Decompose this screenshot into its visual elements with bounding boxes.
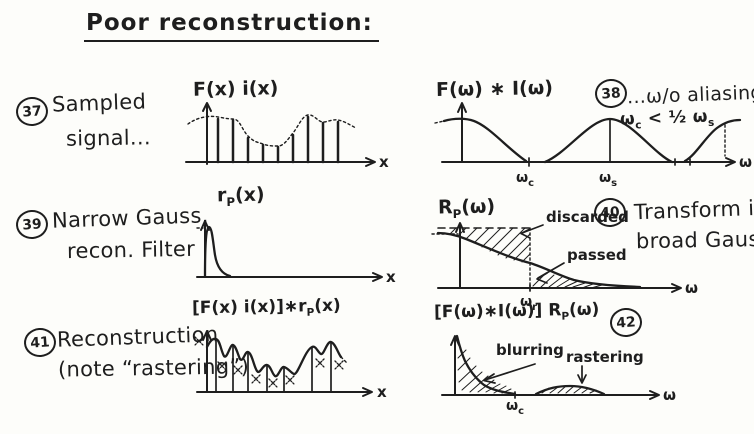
figure-number-39: 39 bbox=[15, 208, 49, 241]
x-axis-label: x bbox=[386, 268, 396, 286]
omega-axis-label: ω bbox=[739, 153, 752, 171]
gauss-overlap-x-marks bbox=[194, 336, 344, 388]
spectrum-replicas-plot: ω ωc ωs bbox=[434, 102, 752, 189]
rastering-annotation: rastering bbox=[566, 348, 644, 366]
discarded-arrowhead bbox=[520, 228, 531, 239]
omega-axis-label: ω bbox=[685, 279, 698, 297]
figure-number-41: 41 bbox=[23, 326, 57, 359]
rastering-arrowhead bbox=[577, 374, 587, 384]
omega-axis-arrowhead bbox=[649, 390, 660, 400]
baseband-lobe-dotted-lead bbox=[434, 120, 445, 124]
curve-dotted-tail bbox=[340, 356, 348, 364]
narrow-filter-plot: x bbox=[196, 220, 396, 286]
x-axis-arrowhead bbox=[362, 387, 373, 397]
broad-gauss-plot: ω ωr discarded passed bbox=[431, 208, 698, 313]
discarded-annotation: discarded bbox=[546, 208, 629, 226]
passed-arrowhead bbox=[536, 272, 548, 284]
omega-c-tick-label: ωc bbox=[516, 170, 534, 189]
rastered-envelope-curve bbox=[205, 337, 343, 378]
rastering-bump-curve bbox=[534, 384, 606, 396]
broad-gauss-curve bbox=[436, 231, 642, 289]
sample-impulses bbox=[216, 115, 340, 164]
sampled-signal-plot: x bbox=[185, 102, 389, 171]
figure-number-37: 37 bbox=[15, 95, 49, 128]
passed-annotation: passed bbox=[567, 246, 627, 264]
discarded-hatch bbox=[449, 227, 531, 263]
impulse-lines bbox=[215, 339, 332, 393]
page-title: Poor reconstruction: bbox=[84, 10, 379, 42]
y-axis-arrowhead bbox=[202, 330, 212, 341]
blurring-arrowhead bbox=[483, 373, 496, 384]
blurred-lobe-curve bbox=[455, 334, 517, 396]
filtered-spectrum-plot: ω ωc blurring rastering bbox=[441, 334, 676, 417]
x-axis-label: x bbox=[377, 383, 387, 401]
y-axis-arrowhead bbox=[457, 102, 467, 113]
omega-axis-label: ω bbox=[663, 386, 676, 404]
blurring-arrow bbox=[484, 363, 536, 381]
plot-label-reconstructed-signal: [F(x) i(x)]∗rP(x) bbox=[191, 295, 341, 319]
narrow-spike-curve bbox=[203, 225, 232, 278]
blurring-annotation: blurring bbox=[496, 341, 564, 359]
omega-c-tick-label: ωc bbox=[506, 398, 524, 417]
caption-narrow-gauss: Narrow Gauss. bbox=[51, 203, 209, 233]
plot-label-filtered-spectrum: [F(ω)∗I(ω)] RP(ω) bbox=[433, 299, 600, 323]
caption-recon-filter: recon. Filter bbox=[66, 236, 196, 264]
replica-lobe-curve bbox=[543, 117, 674, 164]
x-axis-arrowhead bbox=[365, 157, 376, 167]
x-axis-arrowhead bbox=[372, 272, 383, 282]
omega-r-tick-label: ωr bbox=[520, 294, 537, 313]
caption-sampled: Sampled bbox=[51, 89, 147, 117]
signal-envelope-curve bbox=[187, 114, 357, 147]
x-axis-label: x bbox=[379, 153, 389, 171]
edge-lobe-curve bbox=[683, 118, 742, 163]
baseband-lobe-curve bbox=[442, 117, 528, 163]
omega-axis-arrowhead bbox=[725, 157, 736, 167]
caption-signal: signal... bbox=[65, 125, 152, 151]
y-axis-arrowhead bbox=[455, 222, 465, 233]
y-axis-arrowhead bbox=[202, 102, 212, 112]
omega-s-tick-label: ωs bbox=[599, 170, 617, 189]
reconstructed-signal-plot: x bbox=[194, 330, 387, 401]
omega-axis-arrowhead bbox=[671, 283, 682, 293]
plot-label-rp-x: rP(x) bbox=[216, 183, 265, 210]
